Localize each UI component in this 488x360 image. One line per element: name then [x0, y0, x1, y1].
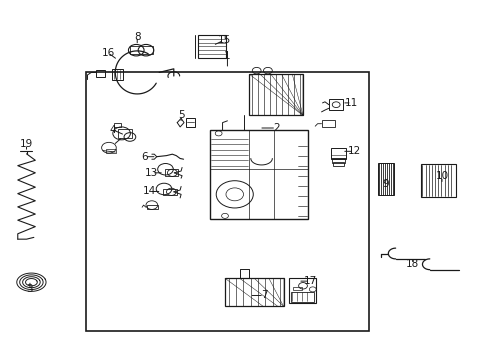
Text: 16: 16	[101, 48, 114, 58]
Bar	[293, 287, 302, 290]
Text: 10: 10	[434, 171, 447, 181]
Bar	[377, 163, 393, 195]
Bar	[185, 118, 194, 127]
Text: 8: 8	[134, 32, 140, 41]
Text: 13: 13	[145, 168, 158, 178]
Bar	[331, 158, 344, 163]
Text: 12: 12	[347, 146, 360, 156]
Bar	[332, 162, 343, 166]
Text: 4: 4	[109, 125, 116, 135]
Bar	[86, 72, 368, 330]
Bar	[164, 169, 178, 176]
Bar	[328, 99, 343, 110]
Text: 14: 14	[142, 186, 156, 197]
Bar	[105, 149, 116, 153]
Text: 18: 18	[405, 259, 419, 269]
Text: 11: 11	[345, 98, 358, 108]
Text: 19: 19	[20, 139, 33, 149]
Bar	[163, 189, 176, 195]
Text: 15: 15	[217, 35, 230, 45]
Bar	[210, 130, 307, 220]
Bar	[114, 123, 121, 127]
Text: 6: 6	[141, 152, 147, 162]
Bar	[112, 69, 122, 80]
Bar	[96, 70, 104, 77]
Bar	[289, 278, 316, 303]
Text: 9: 9	[382, 179, 388, 189]
Bar	[118, 129, 132, 138]
Text: 5: 5	[178, 111, 184, 121]
Text: 1: 1	[224, 51, 230, 61]
Bar	[198, 35, 226, 58]
Bar	[330, 148, 346, 159]
Bar	[130, 46, 153, 54]
Text: 17: 17	[303, 276, 316, 286]
Text: 2: 2	[272, 123, 279, 133]
Bar	[249, 74, 303, 116]
Bar	[321, 121, 334, 127]
Bar	[224, 278, 283, 306]
Text: 3: 3	[26, 284, 33, 294]
Bar	[290, 292, 314, 302]
Bar	[147, 205, 158, 210]
Bar	[420, 164, 455, 197]
Text: 7: 7	[260, 291, 267, 301]
